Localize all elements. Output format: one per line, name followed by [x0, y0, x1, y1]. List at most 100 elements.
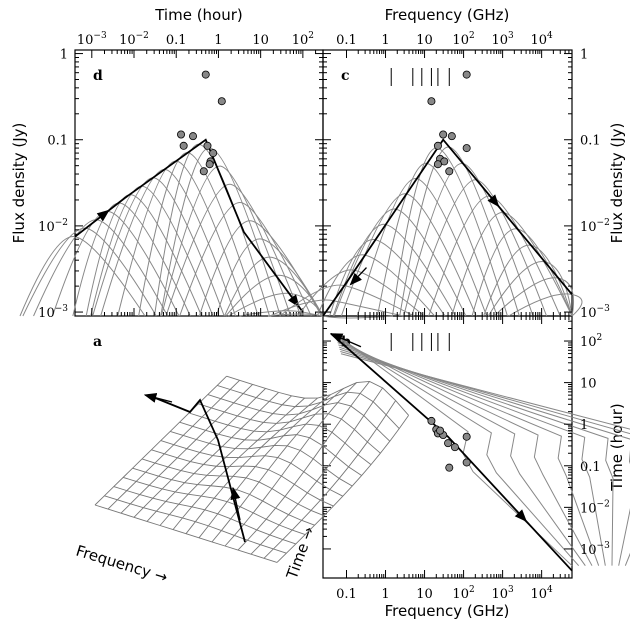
x-tick-label: 103	[491, 31, 514, 48]
panel-b-arrow	[514, 509, 527, 523]
mesh-line	[133, 388, 266, 518]
x-tick-label: 102	[452, 31, 474, 48]
y-tick-label: 1	[580, 48, 588, 63]
data-point	[209, 149, 218, 158]
panel-d-curve	[72, 202, 191, 317]
mesh-line	[263, 400, 396, 559]
panel-b-curve	[336, 339, 593, 566]
x-tick-label: 102	[452, 585, 474, 602]
x-tick-label: 1	[381, 587, 389, 602]
panel-b-arrow	[329, 333, 362, 348]
mesh-line	[104, 495, 287, 554]
y-tick-label: 10−3	[580, 541, 610, 558]
data-point	[462, 70, 471, 79]
y-tick-label: 0.1	[580, 134, 601, 149]
data-point	[445, 167, 454, 176]
panel-c-arrow	[349, 267, 368, 286]
x-tick-label: 0.1	[166, 33, 187, 48]
panel-c-label: c	[341, 68, 350, 84]
mesh-line	[160, 440, 344, 497]
data-point	[427, 97, 436, 106]
panel-d-arrow	[96, 209, 110, 222]
x-tick-label: 10−3	[77, 31, 107, 48]
x-tick-label: 1	[214, 33, 222, 48]
panel-b-curve	[340, 353, 630, 430]
mesh-line	[151, 449, 334, 507]
panel-b-frame	[322, 315, 573, 579]
data-point	[199, 167, 208, 176]
mesh-line	[113, 486, 296, 545]
panel-d-curve	[225, 274, 324, 317]
y-tick-label: 10−2	[38, 218, 68, 235]
data-point	[447, 132, 456, 141]
panel-d-curve	[228, 292, 324, 317]
x-tick-label: 10−2	[119, 31, 149, 48]
mesh-line	[107, 379, 240, 510]
y-tick-label: 10−3	[580, 304, 610, 321]
panel-d-curve	[165, 183, 302, 317]
mesh-line	[198, 394, 331, 539]
mesh-line	[159, 395, 292, 526]
panel-a-arrow	[143, 392, 173, 403]
y-tick-label: 10−2	[580, 218, 610, 235]
panel-c-envelope	[322, 138, 573, 317]
y-tick-label: 0.1	[47, 134, 68, 149]
panel-b-curve	[337, 342, 600, 566]
panel-d-curve	[215, 238, 324, 317]
y-tick-label: 10−2	[580, 499, 610, 516]
panel-a-frequency-label: Frequency →	[74, 542, 170, 587]
panel-c-curve	[403, 162, 534, 317]
data-point	[462, 144, 471, 153]
data-point	[217, 97, 226, 106]
mesh-line	[94, 375, 227, 506]
data-point	[203, 141, 212, 150]
data-point	[450, 443, 459, 452]
panel-b-curve	[340, 351, 630, 566]
panel-c-curve-family	[267, 146, 583, 319]
panel-b-curve-family	[334, 333, 630, 567]
y-tick-label: 1	[580, 418, 588, 433]
mesh-line	[250, 387, 383, 555]
data-point	[436, 426, 445, 435]
data-point	[433, 160, 442, 169]
bottom-axis-title: Frequency (GHz)	[385, 602, 510, 620]
panel-d-curve	[90, 185, 214, 317]
data-point	[205, 160, 214, 169]
panel-a-arrow	[230, 486, 241, 521]
mesh-line	[146, 392, 279, 522]
panel-c-arrow	[487, 193, 500, 208]
panel-d-curve	[179, 202, 312, 317]
panel-c-frame	[322, 49, 573, 317]
panel-b-curve	[336, 337, 586, 566]
x-tick-label: 103	[491, 585, 514, 602]
mesh-line	[276, 415, 409, 563]
x-tick-label: 10	[416, 587, 433, 602]
data-point	[427, 416, 436, 425]
mesh-line	[211, 388, 344, 543]
data-point	[445, 463, 454, 472]
y-tick-label: 0.1	[580, 460, 601, 475]
mesh-line	[120, 384, 253, 514]
data-point	[433, 141, 442, 150]
y-tick-label: 102	[580, 333, 602, 350]
panel-b-envelope	[330, 333, 573, 572]
x-tick-label: 1	[381, 33, 389, 48]
mesh-line	[237, 381, 370, 551]
x-tick-label: 0.1	[336, 587, 357, 602]
mesh-line	[224, 382, 357, 547]
data-point	[177, 130, 186, 139]
data-point	[444, 439, 453, 448]
panel-d-label: d	[93, 68, 103, 84]
x-tick-label: 104	[530, 585, 553, 602]
data-point	[179, 141, 188, 150]
x-tick-label: 0.1	[336, 33, 357, 48]
x-tick-label: 104	[530, 31, 553, 48]
left-y-axis-title: Flux density (Jy)	[10, 123, 28, 244]
data-point	[462, 458, 471, 467]
panel-d-curve	[224, 256, 324, 317]
data-point	[462, 432, 471, 441]
panel-a-mesh	[94, 375, 409, 563]
panel-b-curve	[339, 348, 630, 566]
x-tick-label: 10	[416, 33, 433, 48]
panel-d-curve	[138, 152, 259, 317]
